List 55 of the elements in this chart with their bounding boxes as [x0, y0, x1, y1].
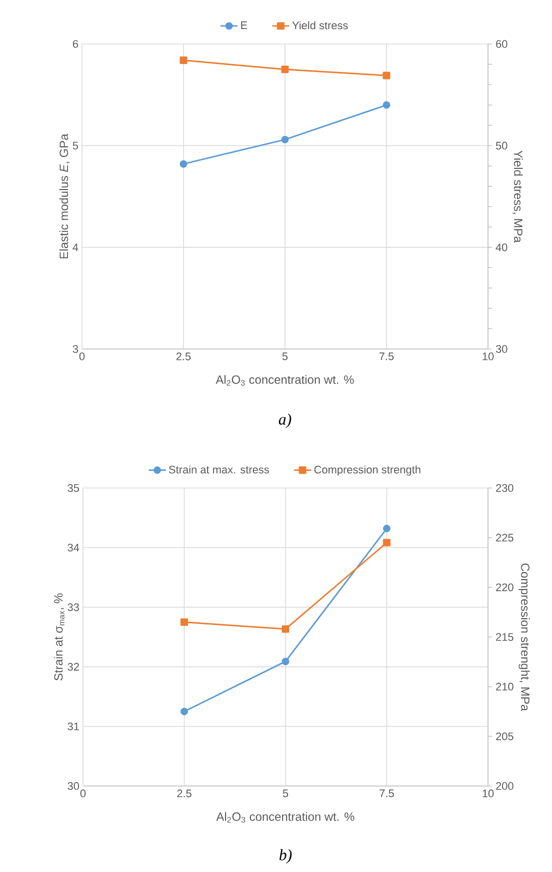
y-tick-label: 5 [72, 142, 78, 150]
x-axis-title: Al$_{2}$O$_{3}$ concentration wt. % [216, 375, 354, 386]
point [180, 618, 188, 626]
x-tick-label: 10 [482, 790, 494, 798]
x-tick-label: 7.5 [380, 790, 394, 798]
legend-label: Yield stress [292, 21, 348, 30]
point [382, 72, 390, 80]
y-axis-title: Elastic modulus E, GPa [59, 134, 70, 258]
x-tick-label: 0 [80, 790, 86, 798]
y2-tick-label: 30 [496, 345, 508, 353]
x-tick-label: 7.5 [379, 352, 394, 360]
point [281, 66, 289, 74]
x-tick-label: 5 [282, 790, 288, 798]
x-axis-title: Al$_{2}$O$_{3}$ concentration wt. % [216, 812, 354, 823]
point [180, 56, 188, 64]
x-tick-label: 5 [282, 352, 288, 360]
y2-tick-label: 60 [496, 40, 508, 48]
y-tick-label: 32 [68, 662, 79, 671]
y2-axis-title: Compression strenght, MPa [518, 564, 530, 712]
y-tick-label: 4 [72, 244, 78, 252]
y-axis-title: Strain at σ$_{max}$, % [54, 593, 64, 680]
x-tick-label: 2.5 [176, 352, 191, 360]
legend-label: Strain at max. stress [169, 465, 269, 474]
text: b) [279, 849, 292, 864]
x-tick-label: 0 [79, 352, 85, 360]
y-tick-label: 34 [68, 544, 80, 552]
point [180, 160, 188, 168]
y2-tick-label: 225 [496, 534, 514, 542]
y-tick-label: 35 [68, 484, 80, 492]
y2-tick-label: 220 [496, 583, 514, 592]
y2-tick-label: 205 [496, 732, 514, 740]
y2-tick-label: 200 [496, 782, 514, 790]
y2-axis-title: Yield stress, MPa [512, 150, 523, 243]
x-tick-label: 10 [482, 352, 494, 360]
point [383, 524, 390, 532]
y-tick-label: 6 [72, 40, 78, 48]
y-tick-label: 31 [68, 722, 79, 730]
x-tick-label: 2.5 [177, 790, 192, 798]
y2-tick-label: 210 [496, 682, 514, 691]
legend-label: Compression strength [314, 465, 420, 476]
text: a) [278, 414, 292, 428]
y2-tick-label: 40 [496, 243, 508, 252]
y-tick-label: 3 [72, 345, 78, 353]
y-tick-label: 33 [68, 603, 79, 612]
point [281, 136, 289, 144]
legend-label: E [241, 21, 248, 29]
point [383, 538, 390, 546]
point [180, 708, 188, 716]
point [282, 658, 290, 666]
y2-tick-label: 50 [496, 142, 508, 150]
point [382, 101, 390, 109]
point [282, 625, 290, 633]
y2-tick-label: 215 [496, 633, 514, 641]
y2-tick-label: 230 [496, 484, 514, 492]
y-tick-label: 30 [68, 782, 80, 790]
